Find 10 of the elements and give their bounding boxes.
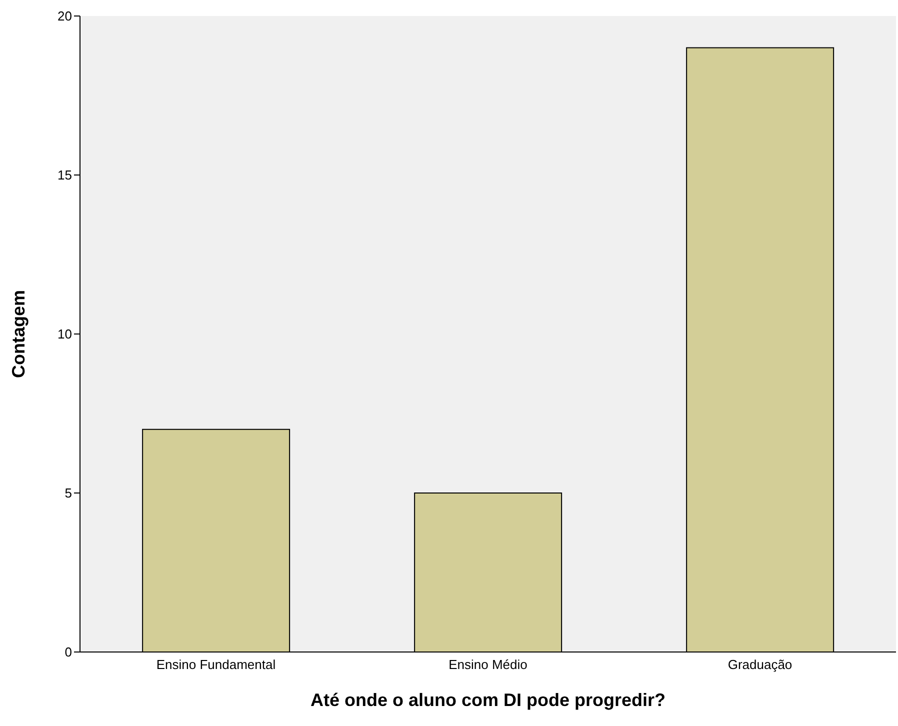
y-tick-label: 5 <box>64 486 72 501</box>
x-tick-label: Ensino Médio <box>448 657 528 672</box>
x-tick-label: Graduação <box>728 657 792 672</box>
y-tick-label: 20 <box>58 8 72 24</box>
x-axis-title: Até onde o aluno com DI pode progredir? <box>310 690 666 710</box>
x-tick-label: Ensino Fundamental <box>156 657 276 672</box>
y-axis-title: Contagem <box>8 290 28 378</box>
y-tick-label: 10 <box>58 326 72 342</box>
y-tick-label: 15 <box>58 168 72 183</box>
y-tick-label: 0 <box>64 644 72 660</box>
